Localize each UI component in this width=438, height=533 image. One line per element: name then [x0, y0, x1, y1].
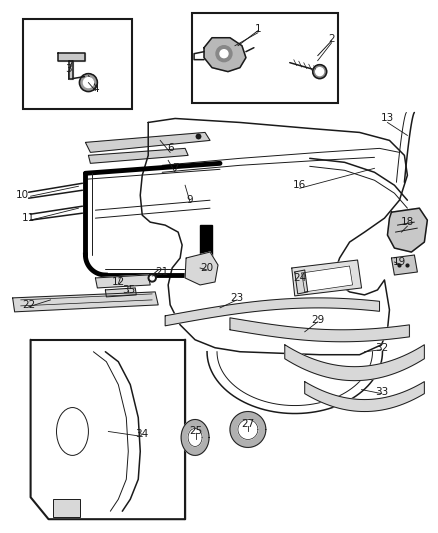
Ellipse shape — [57, 408, 88, 455]
Bar — [53, 499, 81, 517]
Text: 12: 12 — [112, 277, 125, 287]
Polygon shape — [230, 318, 410, 342]
Text: 19: 19 — [393, 257, 406, 267]
Text: 9: 9 — [187, 195, 194, 205]
Polygon shape — [292, 260, 361, 296]
Polygon shape — [95, 275, 150, 288]
Circle shape — [83, 78, 93, 87]
Text: 33: 33 — [375, 386, 388, 397]
Text: 6: 6 — [167, 143, 173, 154]
Polygon shape — [305, 382, 424, 411]
Text: 16: 16 — [293, 180, 306, 190]
Circle shape — [316, 68, 324, 76]
Text: 23: 23 — [230, 293, 244, 303]
Bar — [192, 13, 338, 102]
Polygon shape — [185, 252, 218, 285]
Polygon shape — [200, 225, 212, 268]
Text: 32: 32 — [375, 343, 388, 353]
Polygon shape — [70, 61, 74, 78]
Circle shape — [150, 276, 154, 280]
Polygon shape — [85, 132, 210, 152]
Text: 29: 29 — [311, 315, 324, 325]
Text: 34: 34 — [136, 430, 149, 440]
Text: 4: 4 — [92, 84, 99, 94]
Text: 1: 1 — [254, 24, 261, 34]
Polygon shape — [388, 208, 427, 252]
Circle shape — [148, 274, 156, 282]
Polygon shape — [13, 292, 158, 312]
Polygon shape — [302, 266, 353, 292]
Circle shape — [220, 50, 228, 58]
Polygon shape — [106, 288, 136, 297]
Text: 13: 13 — [381, 114, 394, 124]
Text: 22: 22 — [22, 300, 35, 310]
Text: 20: 20 — [201, 263, 214, 273]
Text: 21: 21 — [155, 267, 169, 277]
Circle shape — [216, 46, 232, 62]
Circle shape — [79, 74, 97, 92]
Text: 7: 7 — [172, 163, 178, 173]
Polygon shape — [165, 298, 379, 326]
Bar — [23, 19, 132, 109]
Polygon shape — [204, 38, 246, 71]
Text: 27: 27 — [241, 419, 254, 430]
Text: 10: 10 — [16, 190, 29, 200]
Text: 2: 2 — [328, 34, 335, 44]
Text: 11: 11 — [22, 213, 35, 223]
Polygon shape — [88, 148, 188, 163]
Text: 18: 18 — [401, 217, 414, 227]
Polygon shape — [57, 53, 85, 61]
Polygon shape — [230, 411, 266, 447]
Text: 24: 24 — [293, 273, 306, 283]
Polygon shape — [392, 255, 417, 275]
Text: 3: 3 — [65, 63, 72, 74]
Circle shape — [313, 64, 327, 78]
Polygon shape — [188, 429, 202, 447]
Text: 25: 25 — [190, 426, 203, 437]
Polygon shape — [285, 345, 424, 381]
Polygon shape — [181, 419, 209, 455]
Text: 35: 35 — [122, 285, 135, 295]
Polygon shape — [238, 419, 258, 439]
Polygon shape — [295, 270, 308, 294]
